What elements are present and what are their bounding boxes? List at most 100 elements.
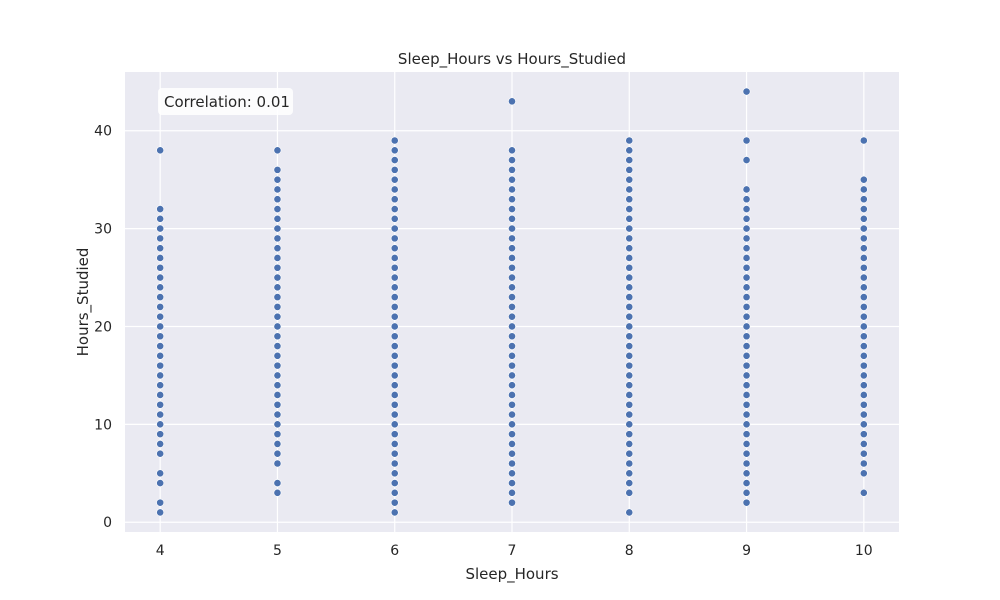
data-point (156, 312, 165, 321)
data-point (625, 214, 634, 223)
data-point (273, 175, 282, 184)
data-point (859, 254, 868, 262)
data-point (390, 459, 399, 468)
data-point (273, 488, 282, 497)
x-tick-label: 4 (156, 543, 165, 559)
y-tick-label: 10 (94, 417, 112, 433)
data-point (742, 136, 751, 145)
data-point (273, 361, 282, 370)
data-point (742, 332, 751, 341)
data-point (625, 391, 634, 399)
data-point (273, 263, 282, 272)
data-point (508, 469, 516, 478)
data-point (625, 244, 634, 253)
data-point (625, 440, 634, 448)
data-point (742, 488, 751, 497)
data-point (742, 322, 751, 331)
data-point (625, 195, 634, 204)
data-point (156, 234, 165, 243)
data-point (742, 273, 751, 282)
data-point (390, 273, 399, 282)
data-point (508, 391, 516, 399)
data-point (390, 293, 399, 302)
data-point (273, 273, 282, 282)
data-point (508, 156, 516, 164)
data-point (390, 420, 399, 429)
data-point (508, 97, 516, 106)
data-point (859, 371, 868, 380)
y-tick-labels: 0 10 20 30 40 (94, 124, 112, 531)
data-point (508, 273, 516, 282)
data-point (742, 410, 751, 419)
data-point (273, 165, 282, 174)
correlation-annotation: Correlation: 0.01 (158, 88, 293, 115)
data-point (390, 371, 399, 380)
x-tick-label: 7 (508, 543, 517, 559)
data-point (390, 185, 399, 194)
data-point (859, 224, 868, 233)
data-point (390, 156, 399, 164)
data-point (156, 205, 165, 213)
data-point (156, 469, 165, 478)
data-point (742, 244, 751, 253)
data-point (156, 254, 165, 262)
data-point (625, 508, 634, 517)
data-point (390, 195, 399, 204)
data-point (625, 234, 634, 243)
data-point (859, 420, 868, 429)
data-point (156, 381, 165, 390)
data-point (742, 430, 751, 439)
y-tick-label: 40 (94, 124, 112, 140)
data-point (390, 175, 399, 184)
data-point (859, 205, 868, 213)
x-tick-label: 10 (855, 543, 873, 559)
x-axis-label: Sleep_Hours (465, 565, 558, 584)
data-point (742, 400, 751, 409)
data-point (390, 322, 399, 331)
data-point (742, 224, 751, 233)
data-point (625, 136, 634, 145)
data-point (625, 283, 634, 292)
data-point (273, 381, 282, 390)
data-point (156, 440, 165, 448)
data-point (273, 479, 282, 487)
data-point (625, 371, 634, 380)
data-point (508, 214, 516, 223)
data-point (508, 449, 516, 458)
data-point (625, 479, 634, 487)
data-point (273, 224, 282, 233)
data-point (156, 263, 165, 272)
data-point (156, 449, 165, 458)
data-point (859, 273, 868, 282)
data-point (156, 273, 165, 282)
data-point (156, 302, 165, 311)
y-axis-label: Hours_Studied (74, 248, 93, 357)
data-point (273, 400, 282, 409)
data-point (390, 283, 399, 292)
data-point (273, 420, 282, 429)
data-point (390, 449, 399, 458)
data-point (156, 400, 165, 409)
data-point (625, 146, 634, 155)
data-point (156, 410, 165, 419)
x-tick-label: 6 (390, 543, 399, 559)
data-point (390, 165, 399, 174)
data-point (859, 469, 868, 478)
data-point (390, 254, 399, 262)
data-point (273, 293, 282, 302)
data-point (508, 332, 516, 341)
data-point (625, 263, 634, 272)
data-point (390, 440, 399, 448)
data-point (742, 371, 751, 380)
data-point (390, 400, 399, 409)
data-point (156, 508, 165, 517)
data-point (625, 224, 634, 233)
data-point (273, 205, 282, 213)
data-point (859, 351, 868, 360)
data-point (156, 283, 165, 292)
data-point (156, 351, 165, 360)
data-point (625, 273, 634, 282)
data-point (390, 508, 399, 517)
data-point (390, 244, 399, 253)
data-point (508, 488, 516, 497)
